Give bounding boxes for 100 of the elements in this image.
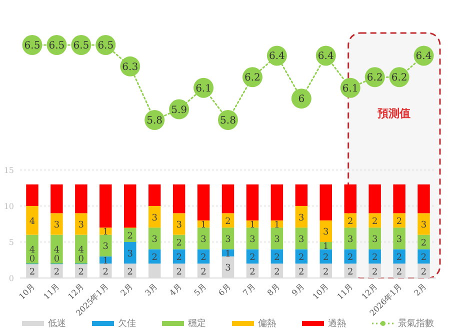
data-label: 6.3 (122, 62, 138, 73)
data-label: 3 (396, 234, 402, 245)
y-tick-label: 0 (8, 274, 14, 283)
data-label: 2 (372, 267, 378, 278)
x-tick-label: 4月 (168, 282, 184, 298)
data-label: 2 (396, 267, 402, 278)
x-tick-label: 10月 (311, 282, 330, 302)
data-label: 2 (274, 267, 280, 278)
data-label: 2 (323, 267, 329, 278)
data-label: 1 (102, 256, 109, 266)
data-label: 2 (176, 267, 182, 278)
data-label: 6.2 (244, 72, 260, 84)
data-label: 6.5 (48, 40, 65, 52)
data-label: 2 (200, 267, 206, 278)
data-label: 0 (78, 254, 84, 265)
y-tick-label: 15 (4, 166, 14, 175)
x-tick-label: 2月 (118, 282, 135, 298)
legend-label: 欠佳 (118, 318, 136, 329)
data-label: 3 (127, 249, 134, 260)
data-label: 3 (347, 234, 354, 245)
x-tick-label: 3月 (143, 282, 159, 298)
data-label: 2 (54, 267, 60, 278)
data-label: 0 (54, 254, 60, 265)
data-label: 1 (274, 220, 280, 230)
data-label: 3 (176, 220, 182, 230)
data-label: 2 (323, 252, 329, 263)
data-label: 2 (396, 216, 402, 227)
data-label: 2 (127, 267, 133, 278)
y-tick-label: 5 (8, 238, 14, 247)
data-label: 2 (372, 216, 378, 227)
x-tick-label: 7月 (241, 282, 257, 298)
data-label: 4 (78, 246, 84, 256)
data-label: 2 (420, 267, 427, 278)
x-tick-label: 10月 (17, 282, 37, 302)
x-tick-label: 6月 (216, 282, 232, 298)
data-label: 2 (225, 216, 231, 227)
data-label: 3 (225, 264, 232, 274)
data-label: 3 (298, 234, 305, 245)
data-label: 3 (102, 242, 109, 252)
legend-label: 景氣指數 (398, 318, 434, 329)
data-label: 2 (250, 252, 256, 263)
data-label: 2 (29, 267, 36, 278)
legend-label: 過熱 (328, 318, 346, 329)
data-label: 2 (372, 252, 378, 263)
data-label: 6.4 (318, 51, 334, 62)
x-tick-label: 11月 (336, 282, 355, 302)
data-label: 3 (372, 234, 378, 245)
data-label: 2 (176, 238, 182, 248)
legend-label: 穩定 (188, 318, 206, 329)
data-label: 5.9 (171, 104, 188, 116)
y-tick-label: 10 (4, 202, 14, 211)
data-label: 2 (298, 267, 304, 278)
x-tick-label: 5月 (192, 282, 208, 298)
data-label: 2 (102, 267, 109, 278)
data-label: 2 (420, 252, 427, 263)
data-label: 6 (298, 94, 305, 106)
data-label: 2 (78, 267, 84, 278)
data-label: 3 (225, 234, 232, 245)
data-label: 3 (298, 213, 305, 224)
data-label: 4 (54, 246, 60, 256)
x-tick-label: 9月 (290, 282, 306, 298)
data-label: 0 (29, 254, 36, 265)
data-label: 2 (396, 252, 402, 263)
data-label: 3 (152, 234, 158, 245)
data-label: 2 (250, 267, 256, 278)
data-label: 1 (200, 220, 206, 230)
data-label: 1 (250, 220, 256, 230)
data-label: 3 (152, 213, 158, 224)
data-label: 2 (152, 252, 158, 263)
data-label: 3 (200, 234, 207, 245)
data-label: 6.4 (416, 51, 432, 62)
data-label: 2 (347, 267, 354, 278)
annotation: 預測值 (376, 107, 411, 120)
data-label: 6.5 (98, 40, 114, 52)
data-label: 1 (323, 242, 329, 252)
data-label: 2 (274, 252, 280, 263)
data-label: 2 (347, 252, 354, 263)
legend-label: 偏熱 (258, 318, 276, 329)
data-label: 6.1 (196, 83, 212, 94)
data-label: 6.4 (268, 51, 285, 62)
data-label: 2 (176, 252, 182, 263)
x-tick-label: 8月 (266, 282, 282, 298)
data-label: 6.1 (342, 83, 358, 94)
data-label: 4 (29, 246, 36, 256)
data-label: 5.8 (220, 116, 236, 126)
x-tick-label: 11月 (42, 282, 62, 302)
data-label: 3 (323, 228, 330, 238)
data-label: 3 (78, 220, 84, 230)
legend-label: 低迷 (48, 318, 66, 329)
data-label: 2 (298, 252, 304, 263)
data-label: 6.2 (366, 72, 383, 84)
data-label: 3 (420, 220, 427, 230)
x-tick-label: 12月 (360, 282, 380, 302)
data-label: 2 (127, 231, 133, 242)
data-label: 5.8 (146, 116, 163, 126)
data-label: 2 (200, 252, 206, 263)
data-label: 1 (225, 249, 231, 260)
data-label: 3 (274, 234, 280, 245)
data-label: 3 (250, 234, 256, 245)
data-label: 2 (347, 216, 354, 227)
